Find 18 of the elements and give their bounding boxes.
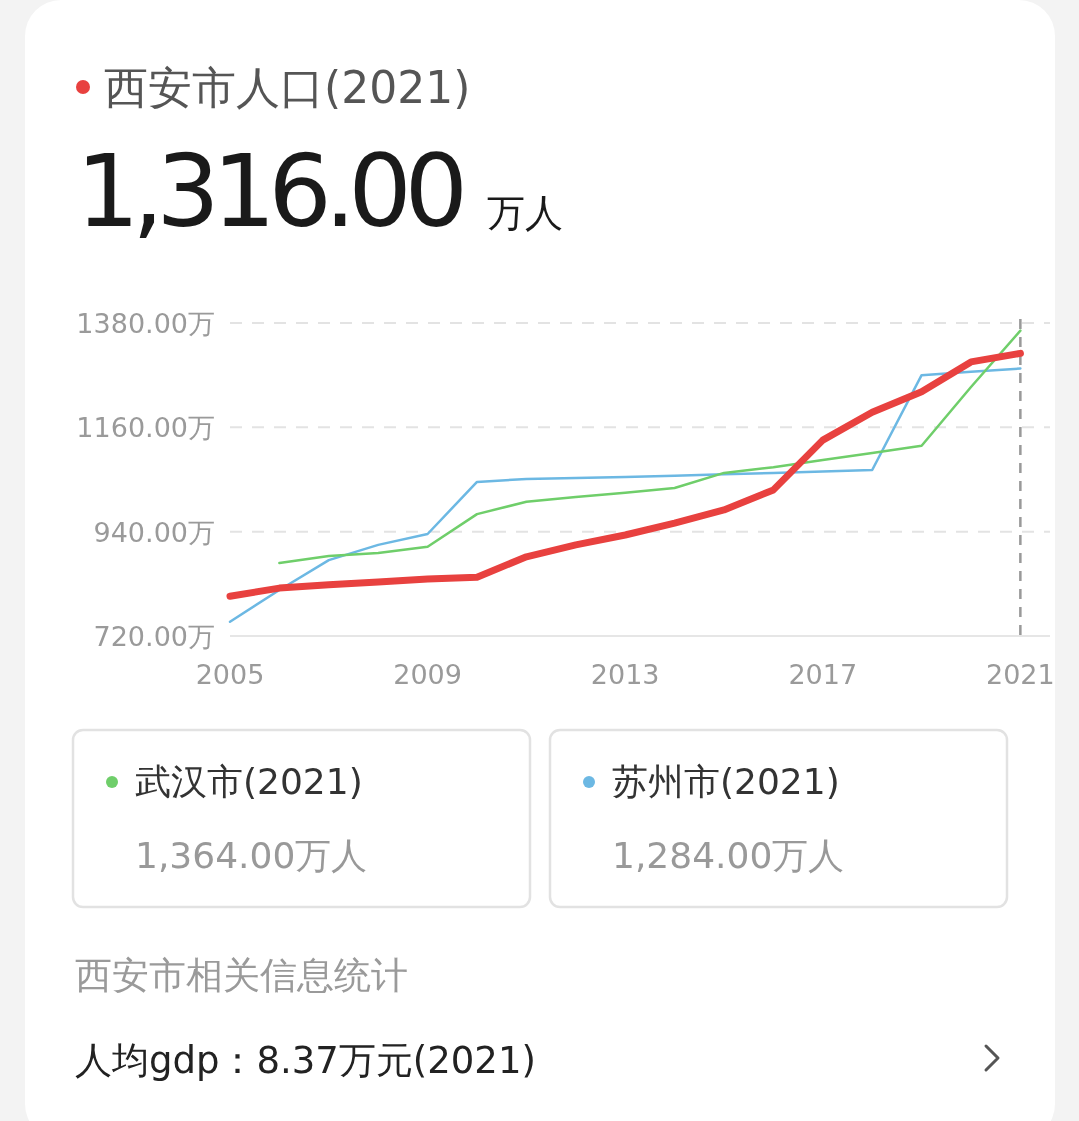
- x-tick-label: 2009: [393, 659, 462, 690]
- y-tick-label: 1160.00万: [76, 412, 215, 444]
- legend-label: 武汉市(2021): [135, 761, 363, 802]
- y-tick-label: 720.00万: [93, 621, 215, 652]
- text: 1,284.00万人: [612, 835, 845, 876]
- x-tick-label: 2017: [788, 659, 858, 690]
- x-tick-label: 2005: [195, 659, 265, 690]
- chart-title: 西安市人口(2021): [104, 62, 471, 113]
- y-tick-label: 940.00万: [93, 516, 215, 548]
- text: 人均gdp：8.37万元(2021): [75, 1039, 536, 1082]
- text: 万人: [487, 191, 563, 235]
- text: 西安市相关信息统计: [75, 954, 408, 997]
- x-tick-label: 2013: [590, 659, 660, 690]
- text: 1,316.00: [76, 133, 468, 250]
- text: 1,364.00万人: [135, 835, 368, 876]
- legend-label: 苏州市(2021): [612, 761, 840, 802]
- x-tick-label: 2021: [986, 659, 1055, 690]
- y-tick-label: 1380.00万: [76, 308, 215, 339]
